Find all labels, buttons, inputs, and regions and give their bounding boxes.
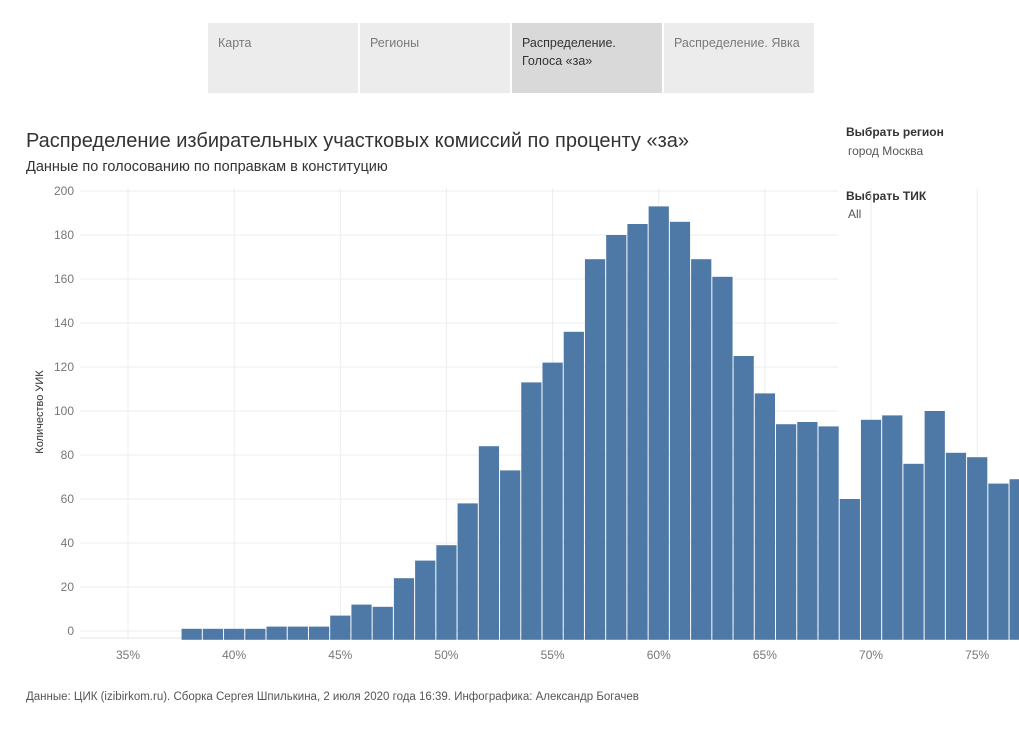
histogram-bar[interactable]: [606, 235, 627, 640]
histogram-bar[interactable]: [945, 452, 967, 640]
histogram-bar[interactable]: [287, 626, 308, 640]
y-tick-label: 160: [54, 272, 74, 286]
histogram-bar[interactable]: [308, 626, 330, 640]
x-tick-label: 40%: [222, 648, 246, 662]
histogram-bar[interactable]: [542, 362, 563, 640]
histogram-bar[interactable]: [478, 446, 500, 640]
chart-subtitle: Данные по голосованию по поправкам в кон…: [26, 159, 388, 175]
y-tick-label: 100: [54, 404, 74, 418]
region-filter-label: Выбрать регион: [846, 125, 944, 139]
histogram-bar[interactable]: [818, 426, 839, 640]
y-axis-ticks: 0 20 40 60 80 100 120 140 160 180 200: [54, 184, 74, 638]
histogram-bar[interactable]: [181, 628, 202, 640]
y-tick-label: 40: [61, 536, 75, 550]
histogram-bar[interactable]: [627, 224, 648, 640]
x-tick-label: 45%: [328, 648, 352, 662]
tik-filter-label: Выбрать ТИК: [846, 189, 927, 203]
x-tick-label: 50%: [434, 648, 458, 662]
x-tick-label: 55%: [541, 648, 565, 662]
region-filter-dropdown[interactable]: город Москва: [848, 144, 924, 158]
histogram-bar[interactable]: [754, 393, 776, 640]
tik-filter-dropdown[interactable]: All: [848, 207, 862, 221]
histogram-bar[interactable]: [839, 499, 860, 640]
histogram-bar[interactable]: [584, 259, 606, 640]
histogram-bar[interactable]: [393, 578, 415, 640]
chart-bars: [181, 206, 1019, 640]
footer-source: Данные: ЦИК (izibirkom.ru). Сборка Серге…: [26, 691, 639, 703]
histogram-bar[interactable]: [330, 615, 351, 640]
y-tick-label: 180: [54, 228, 74, 242]
tab-map[interactable]: Карта: [208, 23, 358, 93]
histogram-bar[interactable]: [797, 422, 818, 640]
x-tick-label: 75%: [965, 648, 989, 662]
y-tick-label: 0: [67, 624, 74, 638]
histogram-bar[interactable]: [372, 606, 393, 640]
histogram-bar[interactable]: [266, 626, 287, 640]
histogram-bar[interactable]: [415, 560, 436, 640]
y-tick-label: 80: [61, 448, 75, 462]
histogram-bar[interactable]: [988, 483, 1009, 640]
histogram-bar[interactable]: [648, 206, 669, 640]
histogram-bar[interactable]: [457, 503, 478, 640]
histogram-bar[interactable]: [245, 628, 266, 640]
histogram-bar[interactable]: [521, 382, 542, 640]
histogram-bar[interactable]: [500, 470, 521, 640]
histogram-bar[interactable]: [224, 628, 245, 640]
y-tick-label: 200: [54, 184, 74, 198]
y-tick-label: 20: [61, 580, 75, 594]
y-tick-label: 120: [54, 360, 74, 374]
histogram-bar[interactable]: [669, 221, 691, 640]
histogram-bar[interactable]: [882, 415, 903, 640]
histogram-bar[interactable]: [712, 276, 733, 640]
histogram-bar[interactable]: [860, 419, 882, 640]
tab-bar: Карта Регионы Распределение. Голоса «за»…: [208, 23, 814, 93]
tab-regions[interactable]: Регионы: [360, 23, 510, 93]
histogram-bar[interactable]: [924, 411, 945, 640]
x-tick-label: 60%: [647, 648, 671, 662]
tab-distribution-turnout[interactable]: Распределение. Явка: [664, 23, 814, 93]
y-axis-label: Количество УИК: [34, 370, 46, 454]
histogram-bar[interactable]: [436, 545, 457, 640]
histogram-bar[interactable]: [351, 604, 372, 640]
histogram-bar[interactable]: [776, 424, 797, 640]
x-tick-label: 70%: [859, 648, 883, 662]
histogram-bar[interactable]: [733, 356, 754, 640]
histogram-bar[interactable]: [563, 331, 584, 640]
y-tick-label: 60: [61, 492, 75, 506]
histogram-bar[interactable]: [691, 259, 712, 640]
histogram-bar[interactable]: [903, 463, 924, 640]
chart-title: Распределение избирательных участковых к…: [26, 130, 690, 152]
x-axis-ticks: 35%40%45%50%55%60%65%70%75%80%85%90%95%1…: [116, 648, 990, 662]
x-tick-label: 35%: [116, 648, 140, 662]
x-tick-label: 65%: [753, 648, 777, 662]
y-tick-label: 140: [54, 316, 74, 330]
histogram-bar[interactable]: [202, 628, 224, 640]
histogram-bar[interactable]: [967, 457, 988, 640]
histogram-bar[interactable]: [1009, 479, 1019, 640]
tab-distribution-yes[interactable]: Распределение. Голоса «за»: [512, 23, 662, 93]
